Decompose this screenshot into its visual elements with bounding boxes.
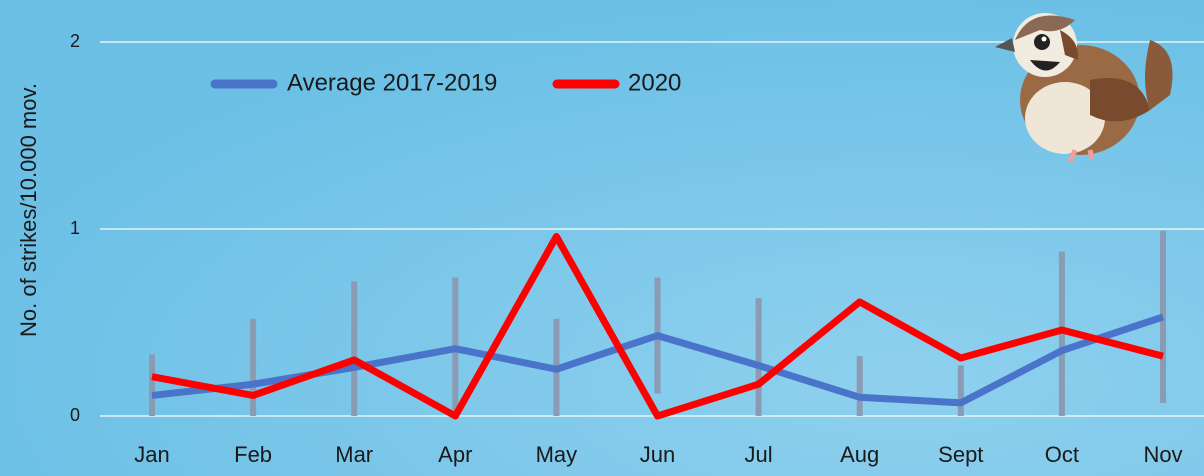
legend-label: Average 2017-2019 — [287, 69, 497, 96]
y-tick-label: 2 — [70, 31, 80, 51]
y-tick-label: 1 — [70, 218, 80, 238]
x-tick-label: Mar — [335, 442, 373, 467]
x-tick-label: Jul — [745, 442, 773, 467]
sparrow-icon — [995, 13, 1173, 163]
x-tick-label: Feb — [234, 442, 272, 467]
x-tick-label: Jun — [640, 442, 675, 467]
y-axis-label: No. of strikes/10.000 mov. — [16, 83, 41, 337]
legend-label: 2020 — [628, 69, 681, 96]
x-tick-label: Sept — [938, 442, 983, 467]
x-tick-label: Jan — [134, 442, 169, 467]
x-tick-label: Nov — [1143, 442, 1182, 467]
series-line — [151, 232, 1164, 420]
x-tick-label: May — [536, 442, 578, 467]
y-tick-label: 0 — [70, 405, 80, 425]
x-tick-label: Oct — [1045, 442, 1079, 467]
x-tick-label: Apr — [438, 442, 472, 467]
x-tick-label: Aug — [840, 442, 879, 467]
